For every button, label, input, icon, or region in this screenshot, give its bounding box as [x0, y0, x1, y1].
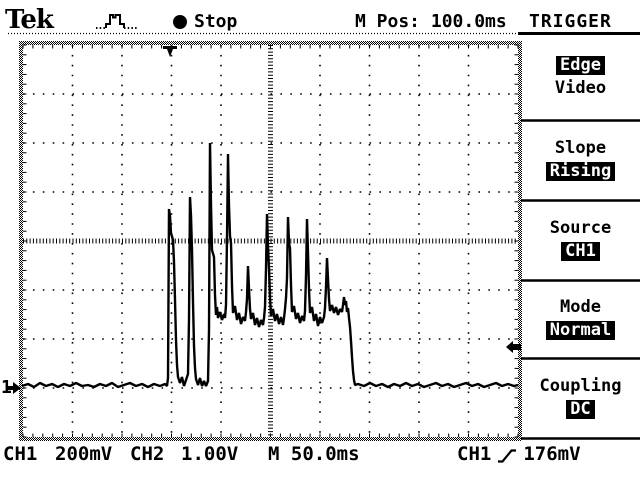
menu-item-normal[interactable]: Normal	[545, 321, 616, 340]
channel1-ground-marker	[8, 382, 21, 394]
ch1-label: CH1	[3, 443, 38, 465]
menu-section-source: Source CH1	[523, 202, 638, 278]
horizontal-position-readout: M Pos: 100.0ms	[355, 11, 507, 32]
ch1-scale-readout: 200mV	[55, 443, 113, 465]
rising-slope-icon	[498, 449, 517, 463]
ch2-label: CH2	[130, 443, 165, 465]
timebase-readout: M 50.0ms	[268, 443, 360, 465]
graticule-border-top	[19, 41, 522, 45]
menu-label-slope: Slope	[554, 138, 607, 158]
trigger-level-readout: 176mV	[523, 443, 581, 465]
graticule-border-bottom	[19, 437, 522, 441]
ch2-scale-readout: 1.00V	[181, 443, 239, 465]
menu-label-mode: Mode	[560, 297, 601, 317]
graticule-border-right	[518, 41, 522, 441]
menu-section-trigger-type: Edge Video	[523, 35, 638, 118]
trigger-readout: CH1 176mV	[457, 444, 581, 464]
menu-section-coupling: Coupling DC	[523, 360, 638, 436]
graticule-border-left	[19, 41, 23, 441]
menu-item-rising[interactable]: Rising	[545, 162, 616, 181]
tek-logo: Tek	[5, 5, 54, 35]
menu-label-coupling: Coupling	[539, 376, 622, 396]
channel1-reference-label: 1	[1, 377, 12, 398]
menu-item-edge[interactable]: Edge	[556, 55, 605, 75]
menu-label-source: Source	[549, 218, 612, 238]
stop-circle-icon	[173, 15, 187, 29]
trigger-position-marker	[163, 46, 177, 57]
menu-item-video[interactable]: Video	[554, 77, 607, 98]
trigger-source-label: CH1	[457, 443, 492, 465]
menu-title: TRIGGER	[529, 11, 612, 32]
run-status-label: Stop	[194, 11, 238, 32]
menu-section-mode: Mode Normal	[523, 282, 638, 356]
trigger-level-marker	[506, 341, 521, 353]
acquisition-pulse-icon	[96, 14, 138, 29]
ch1-waveform-trace	[21, 142, 519, 389]
run-status: Stop	[173, 12, 237, 32]
menu-section-slope: Slope Rising	[523, 122, 638, 198]
menu-item-ch1[interactable]: CH1	[561, 242, 600, 261]
menu-item-dc[interactable]: DC	[566, 400, 595, 419]
